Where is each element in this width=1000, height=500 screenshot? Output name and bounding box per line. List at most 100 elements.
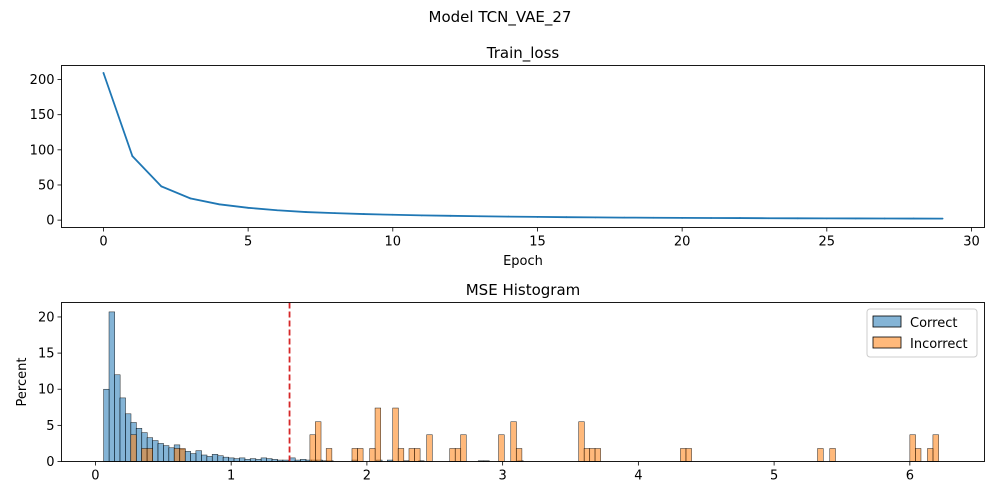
train-loss-point — [478, 215, 481, 218]
train-loss-title: Train_loss — [486, 44, 560, 63]
train-loss-point — [362, 213, 365, 215]
bar-incorrect — [325, 448, 333, 462]
bar-incorrect — [146, 448, 153, 462]
bar-correct — [195, 450, 202, 462]
legend-swatch-incorrect — [872, 336, 902, 349]
bar-incorrect — [426, 434, 433, 462]
train-loss-point — [565, 216, 568, 219]
bar-incorrect — [309, 434, 316, 462]
train-loss-point — [507, 215, 510, 218]
bar-incorrect — [589, 448, 596, 462]
train-loss-point — [420, 214, 423, 217]
bar-incorrect — [374, 407, 381, 462]
train-loss-point — [796, 217, 799, 220]
train-loss-point — [334, 212, 336, 215]
legend-swatch-correct — [872, 315, 902, 328]
train-loss-point — [391, 213, 394, 216]
bar-incorrect — [685, 448, 692, 462]
bar-correct — [228, 457, 235, 462]
bar-correct — [163, 445, 170, 462]
train-loss-marks — [102, 71, 944, 220]
bar-incorrect — [141, 448, 148, 462]
y-tick-label: 0 — [46, 455, 54, 470]
train-loss-axes-frame — [61, 65, 985, 228]
bar-incorrect — [909, 434, 916, 462]
bar-incorrect — [414, 448, 421, 462]
x-tick-label: 15 — [529, 235, 546, 250]
train-loss-point — [218, 203, 221, 206]
bar-incorrect — [594, 448, 601, 462]
train-loss-point — [912, 217, 915, 220]
train-loss-point — [825, 217, 828, 220]
x-tick-label: 3 — [498, 469, 506, 484]
bar-correct — [168, 447, 175, 462]
bar-correct — [190, 453, 197, 462]
train-loss-point — [131, 155, 134, 158]
train-loss-point — [160, 185, 163, 188]
bar-incorrect — [315, 421, 322, 462]
figure-suptitle: Model TCN_VAE_27 — [429, 8, 572, 27]
train-loss-point — [854, 217, 857, 220]
bar-correct — [222, 456, 229, 462]
mse-histogram-y-axis: 0 5 10 15 20 — [38, 310, 62, 470]
train-loss-point — [276, 209, 278, 212]
train-loss-y-axis: 0 50 100 150 200 — [30, 73, 62, 229]
train-loss-point — [247, 206, 250, 209]
mse-histogram-marks — [103, 302, 939, 462]
bar-correct — [157, 443, 164, 462]
bar-correct — [135, 428, 143, 462]
mse-histogram-x-axis: 0 1 2 3 4 5 6 — [91, 461, 914, 484]
train-loss-point — [594, 216, 597, 219]
mse-histogram-legend: Correct Incorrect — [866, 308, 978, 358]
bar-incorrect — [397, 448, 405, 462]
train-loss-plot: Train_loss 0 5 10 15 20 25 30 0 50 100 150 200 Epo… — [30, 44, 985, 269]
y-tick-label: 20 — [38, 310, 55, 325]
bar-incorrect — [454, 448, 462, 462]
bar-incorrect — [449, 448, 456, 462]
bar-incorrect — [357, 448, 364, 462]
y-tick-label: 50 — [38, 178, 55, 193]
train-loss-x-label: Epoch — [503, 254, 543, 269]
bar-incorrect — [460, 434, 467, 462]
bar-incorrect — [829, 448, 836, 462]
bar-correct — [114, 374, 121, 462]
bar-correct — [108, 311, 115, 462]
x-tick-label: 4 — [634, 469, 642, 484]
bar-incorrect — [932, 434, 939, 462]
bar-incorrect — [498, 434, 505, 462]
x-tick-label: 25 — [819, 235, 836, 250]
bar-correct — [260, 457, 267, 462]
bar-incorrect — [915, 448, 922, 462]
x-tick-label: 20 — [674, 235, 691, 250]
train-loss-point — [449, 214, 452, 217]
bar-correct — [206, 456, 213, 462]
bar-correct — [103, 388, 110, 462]
x-tick-label: 10 — [385, 235, 402, 250]
train-loss-point — [883, 217, 886, 220]
train-loss-x-axis: 0 5 10 15 20 25 30 — [99, 227, 980, 250]
bar-correct — [201, 454, 208, 462]
y-tick-label: 150 — [30, 108, 55, 123]
bar-correct — [217, 455, 224, 462]
train-loss-point — [536, 215, 539, 218]
bar-incorrect — [173, 448, 181, 462]
bar-correct — [184, 451, 191, 462]
legend-label-correct: Correct — [910, 316, 957, 331]
train-loss-point — [305, 211, 307, 213]
y-tick-label: 10 — [38, 383, 55, 398]
bar-incorrect — [179, 448, 186, 462]
bar-incorrect — [408, 448, 415, 462]
train-loss-point — [768, 217, 770, 220]
x-tick-label: 1 — [227, 469, 235, 484]
train-loss-point — [189, 197, 192, 200]
bar-incorrect — [680, 448, 687, 462]
bar-incorrect — [515, 448, 523, 462]
train-loss-point — [941, 217, 944, 220]
x-tick-label: 5 — [770, 469, 778, 484]
bar-incorrect — [351, 448, 358, 462]
bar-correct — [125, 413, 132, 462]
bar-correct — [211, 454, 219, 462]
x-tick-label: 6 — [906, 469, 914, 484]
